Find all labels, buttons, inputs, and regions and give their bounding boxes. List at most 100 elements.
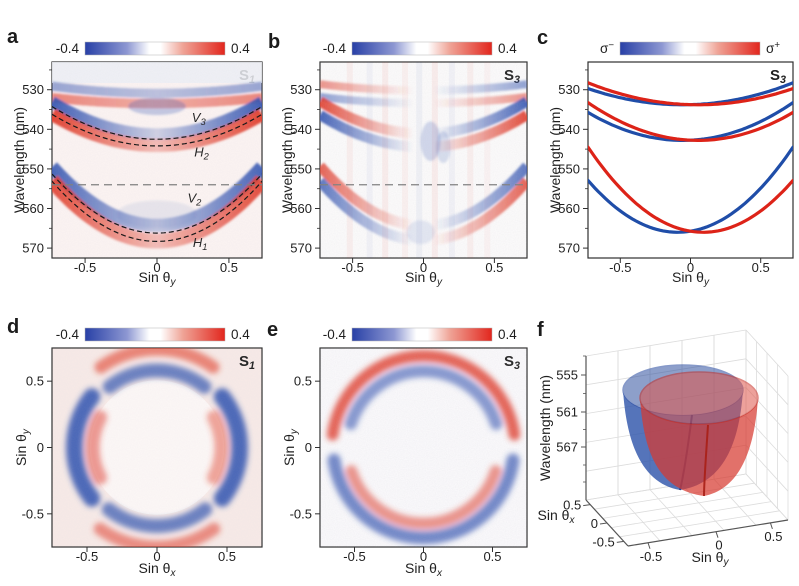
grid-line xyxy=(619,510,780,538)
x-tick-label: 0.5 xyxy=(485,260,503,275)
red-seam xyxy=(703,424,709,497)
x3d-tick-label: -0.5 xyxy=(592,534,614,549)
y-tick-label: 0.5 xyxy=(294,374,312,389)
colorbar-min-label: -0.4 xyxy=(323,41,347,56)
red-paraboloid-body xyxy=(640,398,758,496)
x-tick-label: -0.5 xyxy=(76,549,98,564)
y-axis-label: Sin θy xyxy=(282,428,300,466)
z-tick-label: 567 xyxy=(556,440,578,455)
y-tick-label: 0 xyxy=(37,440,44,455)
x-tick-label: 0 xyxy=(420,549,427,564)
panel-label-c: c xyxy=(537,27,549,49)
colorbar-d xyxy=(84,327,226,342)
y-tick-label: 540 xyxy=(558,122,580,137)
noise-texture xyxy=(320,348,527,547)
y-tick-label: 530 xyxy=(558,82,580,97)
panel-label-a: a xyxy=(7,26,19,48)
colorbar-max-label: σ+ xyxy=(766,40,780,56)
x-tick-label: -0.5 xyxy=(343,549,365,564)
colorbar-min-label: -0.4 xyxy=(56,41,80,56)
y-tick-label: 560 xyxy=(290,201,312,216)
z-tick-label: 555 xyxy=(556,368,578,383)
colorbar-min-label: -0.4 xyxy=(56,327,80,342)
colorbar-min-label: σ− xyxy=(600,40,614,56)
x-tick-label: 0.5 xyxy=(752,260,770,275)
colorbar-max-label: 0.4 xyxy=(498,327,517,342)
grid-line xyxy=(611,501,772,528)
y-tick-label: 540 xyxy=(290,122,312,137)
y-tick-label: 560 xyxy=(22,201,44,216)
y3d-tick-label: 0 xyxy=(715,538,722,553)
panel-label-f: f xyxy=(537,319,544,341)
x3d-tick xyxy=(599,522,608,525)
red-paraboloid-rim xyxy=(639,371,759,425)
y-axis-label: Wavelength (nm) xyxy=(550,107,563,213)
z-tick-label: 561 xyxy=(556,405,578,420)
x3d-tick xyxy=(583,504,591,507)
y-tick-label: -0.5 xyxy=(22,506,44,521)
x-tick-label: 0.5 xyxy=(220,260,238,275)
x3d-tick-label: 0.5 xyxy=(563,498,581,513)
x-tick-label: 0 xyxy=(687,260,694,275)
y-tick-label: 560 xyxy=(558,201,580,216)
noise-texture xyxy=(320,62,527,258)
dispersion-curve xyxy=(588,81,793,107)
colorbar-e xyxy=(351,327,493,342)
y-tick-label: 570 xyxy=(290,241,312,256)
grid-line xyxy=(585,329,747,357)
noise-texture xyxy=(52,348,262,547)
x-tick-label: 0 xyxy=(153,549,160,564)
colorbar-c xyxy=(619,41,761,56)
y3d-tick-label: -0.5 xyxy=(640,549,662,564)
y3d-axis xyxy=(627,519,789,547)
x3d-axis-label: Sin θx xyxy=(538,507,575,526)
y3d-tick xyxy=(769,522,773,530)
x-axis-label: Sin θy xyxy=(139,269,177,288)
dispersion-curve xyxy=(588,101,793,142)
noise-texture xyxy=(52,62,262,258)
panel-label-e: e xyxy=(267,319,279,341)
y3d-tick xyxy=(715,531,719,538)
panel-c-canvas: σ− σ+ -0.5 0 0.5 530 540 550 560 570 Sin θy Wavelen… xyxy=(550,40,794,288)
colorbar-a xyxy=(84,41,226,56)
x-tick-label: 0.5 xyxy=(218,549,236,564)
y-tick-label: 550 xyxy=(22,161,44,176)
y-axis-label: Wavelength (nm) xyxy=(282,107,295,213)
z-axis-label: Wavelength (nm) xyxy=(538,375,553,481)
panel-b-canvas: -0.4 0.4 -0.5 0 0.5 530 540 550 560 570 Sin θy Wave… xyxy=(282,41,528,288)
y-tick-label: 530 xyxy=(290,82,312,97)
y-tick-label: 0.5 xyxy=(26,374,44,389)
y-tick-label: 570 xyxy=(22,241,44,256)
y-tick-label: 550 xyxy=(290,161,312,176)
x-axis-label: Sin θy xyxy=(672,269,710,288)
dispersion-curve xyxy=(588,145,793,234)
x-tick-label: -0.5 xyxy=(74,260,96,275)
x-tick-label: 0 xyxy=(153,260,160,275)
y3d-tick xyxy=(647,542,651,549)
y-tick-label: 540 xyxy=(22,122,44,137)
grid-line xyxy=(602,492,763,519)
x3d-tick-label: 0 xyxy=(591,516,598,531)
x-axis-label: Sin θx xyxy=(405,560,443,579)
x-axis-label: Sin θx xyxy=(139,560,177,579)
colorbar-max-label: 0.4 xyxy=(231,41,250,56)
x-tick-label: -0.5 xyxy=(609,260,631,275)
y-tick-label: -0.5 xyxy=(290,506,312,521)
y-axis-label: Sin θy xyxy=(14,428,32,466)
panel-label-b: b xyxy=(268,31,281,53)
panel-a-canvas: -0.4 0.4 -0.5 0 0.5 530 540 550 560 570 Sin θy Wave… xyxy=(14,41,263,288)
y3d-axis-label: Sin θy xyxy=(692,549,730,568)
colorbar-max-label: 0.4 xyxy=(231,327,250,342)
colorbar-b xyxy=(351,41,493,56)
plot-area-c xyxy=(587,61,794,259)
y-tick-label: 530 xyxy=(22,82,44,97)
panel-label-d: d xyxy=(7,316,20,338)
y-tick-label: 550 xyxy=(558,161,580,176)
y-tick-label: 570 xyxy=(558,241,580,256)
x-axis-label: Sin θy xyxy=(405,269,443,288)
grid-line xyxy=(617,494,661,542)
